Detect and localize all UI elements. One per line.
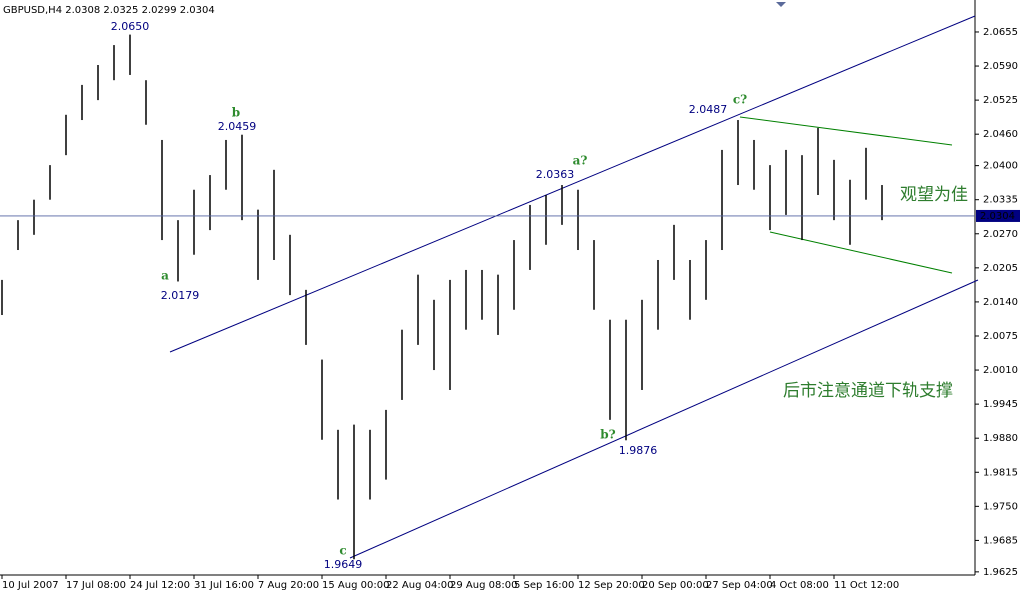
x-tick-label: 17 Jul 08:00 bbox=[66, 580, 126, 591]
x-tick-label: 15 Aug 00:00 bbox=[322, 580, 389, 591]
y-tick-label: 2.0335 bbox=[983, 195, 1018, 206]
y-tick-label: 2.0205 bbox=[983, 263, 1018, 274]
x-tick-label: 5 Sep 16:00 bbox=[514, 580, 574, 591]
comment: 观望为佳 bbox=[900, 185, 968, 205]
last-price-box bbox=[976, 209, 1020, 222]
wave-label: a? bbox=[573, 154, 588, 168]
x-tick-label: 12 Sep 20:00 bbox=[578, 580, 645, 591]
x-tick-label: 4 Oct 08:00 bbox=[770, 580, 829, 591]
y-tick-label: 1.9685 bbox=[983, 535, 1018, 546]
y-tick-label: 1.9880 bbox=[983, 433, 1018, 444]
channel-lower bbox=[349, 279, 979, 559]
y-tick-label: 1.9945 bbox=[983, 399, 1018, 410]
price-label: 2.0179 bbox=[161, 289, 200, 302]
shift-marker bbox=[776, 2, 786, 7]
x-tick-label: 31 Jul 16:00 bbox=[194, 580, 254, 591]
price-label: 2.0459 bbox=[218, 120, 257, 133]
y-tick-label: 1.9750 bbox=[983, 501, 1018, 512]
y-tick-label: 2.0140 bbox=[983, 297, 1018, 308]
wave-label: c bbox=[339, 544, 346, 558]
y-tick-label: 1.9625 bbox=[983, 567, 1018, 578]
channel-upper bbox=[169, 15, 976, 353]
x-tick-label: 11 Oct 12:00 bbox=[834, 580, 899, 591]
chart-title: GBPUSD,H4 2.0308 2.0325 2.0299 2.0304 bbox=[3, 5, 215, 16]
last-price-label: 2.0304 bbox=[980, 211, 1015, 222]
y-tick-label: 2.0525 bbox=[983, 95, 1018, 106]
wave-label: c? bbox=[733, 93, 747, 107]
x-tick-label: 10 Jul 2007 bbox=[2, 580, 59, 591]
x-tick-label: 7 Aug 20:00 bbox=[258, 580, 319, 591]
y-tick-label: 2.0460 bbox=[983, 129, 1018, 140]
price-label: 2.0650 bbox=[111, 20, 150, 33]
y-tick-label: 2.0590 bbox=[983, 61, 1018, 72]
y-tick-label: 2.0075 bbox=[983, 331, 1018, 342]
wave-label: b? bbox=[600, 428, 615, 442]
y-tick-label: 2.0270 bbox=[983, 229, 1018, 240]
triangle-upper bbox=[739, 116, 953, 146]
y-tick-label: 2.0655 bbox=[983, 27, 1018, 38]
triangle-lower bbox=[769, 231, 953, 274]
price-label: 1.9876 bbox=[619, 444, 658, 457]
comment: 后市注意通道下轨支撑 bbox=[783, 381, 953, 401]
y-tick-label: 2.0400 bbox=[983, 161, 1018, 172]
price-label: 2.0363 bbox=[536, 168, 575, 181]
wave-label: a bbox=[161, 269, 169, 283]
x-tick-label: 22 Aug 04:00 bbox=[386, 580, 453, 591]
x-tick-label: 20 Sep 00:00 bbox=[642, 580, 709, 591]
price-label: 2.0487 bbox=[689, 103, 728, 116]
x-tick-label: 24 Jul 12:00 bbox=[130, 580, 190, 591]
x-tick-label: 29 Aug 08:00 bbox=[450, 580, 517, 591]
wave-label: b bbox=[232, 106, 240, 120]
y-tick-label: 2.0010 bbox=[983, 365, 1018, 376]
y-tick-label: 1.9815 bbox=[983, 467, 1018, 478]
price-label: 1.9649 bbox=[324, 558, 363, 571]
x-tick-label: 27 Sep 04:00 bbox=[706, 580, 773, 591]
